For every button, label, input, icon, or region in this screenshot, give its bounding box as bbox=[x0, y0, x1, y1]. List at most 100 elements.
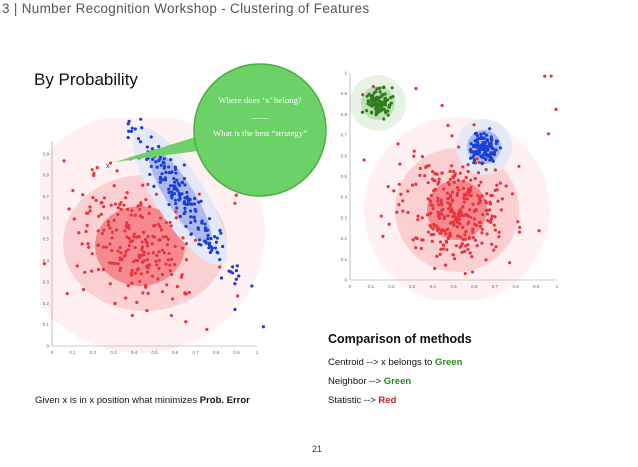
left-red-point bbox=[132, 232, 136, 236]
right-red-point bbox=[445, 191, 450, 195]
right-blue-point bbox=[477, 151, 482, 155]
left-red-point bbox=[109, 203, 113, 207]
right-red-point bbox=[458, 171, 462, 175]
left-red-point bbox=[127, 223, 131, 228]
left-blue-point bbox=[127, 129, 131, 133]
right-green-point bbox=[384, 110, 388, 115]
comparison-neighbor: Neighbor --> Green bbox=[328, 376, 411, 387]
right-red-point bbox=[430, 177, 435, 181]
left-blue-point bbox=[184, 224, 188, 229]
right-blue-point bbox=[491, 158, 495, 163]
left-blue-point bbox=[189, 232, 193, 236]
left-red-point bbox=[145, 257, 149, 262]
left-blue-point bbox=[233, 307, 237, 312]
right-red-point bbox=[463, 237, 468, 241]
right-red-point bbox=[387, 222, 391, 226]
left-red-point bbox=[145, 308, 149, 313]
right-red-point bbox=[443, 228, 447, 233]
right-green-point bbox=[383, 108, 387, 112]
left-red-point bbox=[135, 235, 139, 239]
right-red-point bbox=[470, 255, 474, 259]
left-red-point bbox=[137, 235, 141, 239]
right-red-point bbox=[430, 239, 434, 244]
right-red-point bbox=[498, 181, 503, 185]
right-red-point bbox=[472, 217, 477, 221]
right-green-point bbox=[381, 100, 385, 104]
left-blue-point bbox=[159, 163, 163, 167]
right-red-point bbox=[439, 212, 443, 216]
left-red-point bbox=[101, 245, 106, 249]
right-red-point bbox=[432, 232, 436, 237]
left-blue-point bbox=[197, 238, 202, 242]
right-red-point bbox=[448, 169, 452, 174]
left-red-point bbox=[81, 287, 86, 292]
right-red-point bbox=[461, 237, 465, 242]
left-blue-point bbox=[177, 192, 181, 196]
left-red-point bbox=[141, 183, 145, 187]
right-red-point bbox=[504, 184, 508, 188]
left-red-inner-ellipse bbox=[95, 206, 185, 286]
right-red-point bbox=[462, 200, 466, 204]
right-blue-point bbox=[485, 147, 489, 151]
right-red-point bbox=[469, 185, 473, 190]
right-red-point bbox=[386, 184, 390, 189]
left-red-point bbox=[155, 263, 159, 267]
left-red-point bbox=[141, 291, 145, 295]
left-red-point bbox=[170, 297, 175, 301]
left-red-point bbox=[65, 291, 69, 296]
right-red-point bbox=[455, 225, 460, 229]
left-red-point bbox=[88, 205, 92, 209]
left-red-point bbox=[102, 228, 106, 232]
right-red-point bbox=[488, 202, 493, 206]
left-red-point bbox=[96, 229, 100, 233]
left-red-point bbox=[158, 216, 163, 220]
right-red-point bbox=[392, 189, 396, 193]
right-red-point bbox=[452, 222, 456, 227]
left-red-point bbox=[84, 229, 88, 234]
right-red-point bbox=[456, 178, 461, 182]
right-red-point bbox=[442, 187, 446, 191]
left-red-point bbox=[151, 234, 155, 238]
right-red-point bbox=[450, 220, 455, 224]
left-blue-point bbox=[157, 159, 161, 163]
left-red-point bbox=[141, 230, 146, 234]
right-red-point bbox=[466, 187, 471, 191]
left-red-point bbox=[127, 243, 131, 248]
left-red-point bbox=[118, 246, 122, 250]
left-red-point bbox=[110, 230, 115, 234]
right-red-point bbox=[462, 179, 466, 183]
right-red-point bbox=[546, 132, 551, 136]
left-blue-point bbox=[171, 192, 175, 197]
left-red-point bbox=[106, 220, 111, 224]
right-red-point bbox=[485, 232, 489, 236]
left-red-point bbox=[146, 182, 150, 186]
right-red-point bbox=[436, 196, 440, 200]
right-y-tick: 0.1 bbox=[341, 257, 348, 262]
right-red-point bbox=[451, 215, 455, 219]
left-red-point bbox=[183, 292, 187, 296]
right-red-point bbox=[406, 210, 410, 215]
right-green-point bbox=[370, 110, 374, 114]
left-red-point bbox=[158, 225, 162, 229]
left-red-point bbox=[165, 243, 169, 247]
left-blue-point bbox=[129, 129, 134, 133]
right-x-tick: 0.1 bbox=[368, 284, 375, 289]
left-blue-point bbox=[148, 172, 152, 177]
left-blue-point bbox=[157, 144, 161, 149]
left-red-point bbox=[146, 266, 150, 270]
right-red-point bbox=[416, 218, 420, 222]
right-red-point bbox=[480, 227, 484, 231]
right-blue-point bbox=[488, 144, 492, 148]
right-red-point bbox=[476, 171, 481, 175]
right-red-point bbox=[496, 199, 500, 203]
right-red-point bbox=[459, 214, 463, 218]
right-red-point bbox=[437, 216, 442, 220]
right-red-point bbox=[442, 217, 446, 221]
right-green-point bbox=[375, 87, 379, 91]
right-y-tick: 0 bbox=[344, 278, 347, 283]
left-red-point bbox=[157, 266, 161, 271]
right-red-point bbox=[492, 248, 496, 252]
right-green-point bbox=[370, 104, 375, 108]
left-red-point bbox=[159, 228, 164, 232]
right-red-point bbox=[420, 238, 424, 242]
